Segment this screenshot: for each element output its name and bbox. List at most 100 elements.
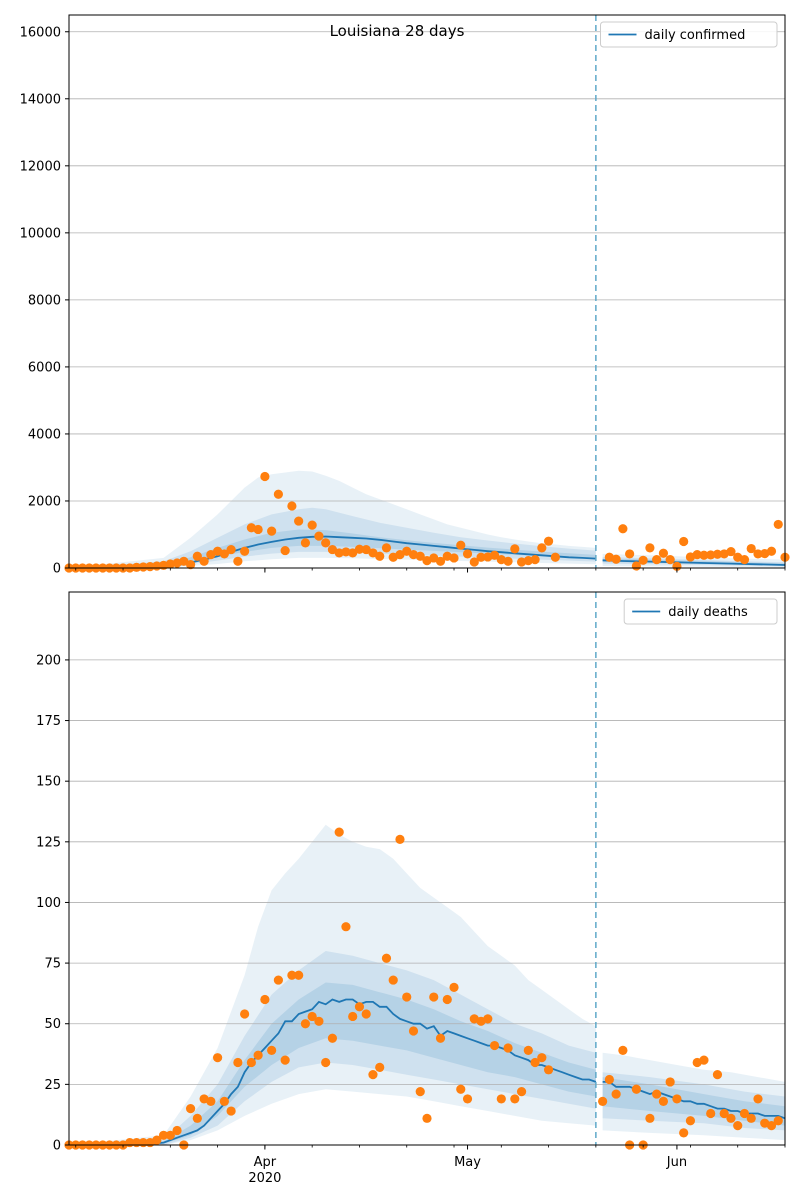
data-point — [456, 1084, 466, 1094]
data-point — [395, 834, 405, 844]
data-point — [199, 556, 209, 566]
data-point — [692, 549, 702, 560]
data-point — [206, 1096, 216, 1106]
data-point — [503, 1043, 513, 1053]
data-point — [348, 1011, 358, 1022]
data-point — [287, 501, 297, 511]
y-tick-label: 2000 — [28, 494, 61, 509]
data-point — [733, 1120, 743, 1131]
data-point — [260, 471, 270, 482]
data-point — [746, 1113, 756, 1123]
data-point — [192, 1113, 202, 1123]
data-point — [679, 536, 689, 547]
data-point — [233, 1057, 243, 1068]
data-point — [543, 536, 554, 546]
data-point — [226, 1106, 236, 1116]
y-tick-label: 200 — [36, 653, 61, 668]
data-point — [260, 994, 270, 1005]
data-point — [253, 1050, 263, 1060]
data-point — [489, 550, 500, 560]
data-point — [604, 1074, 614, 1085]
data-point — [158, 1130, 169, 1140]
data-point — [449, 553, 459, 563]
data-point — [381, 543, 392, 553]
data-point — [415, 551, 425, 561]
data-point — [625, 549, 635, 559]
data-point — [618, 524, 628, 534]
series-line-daily-confirmed — [602, 559, 785, 566]
data-point — [138, 562, 148, 572]
y-tick-label: 16000 — [20, 25, 61, 40]
data-point — [327, 1033, 338, 1043]
legend-label: daily deaths — [668, 605, 748, 620]
data-point — [652, 555, 662, 565]
data-point — [226, 544, 236, 555]
data-point — [341, 922, 351, 932]
data-point — [543, 1065, 554, 1075]
data-point — [185, 560, 196, 570]
data-point — [334, 827, 344, 837]
data-point — [510, 1094, 520, 1104]
y-tick-label: 100 — [36, 896, 61, 911]
data-point — [516, 1087, 527, 1097]
data-point — [192, 551, 202, 561]
data-point — [294, 516, 304, 526]
data-point — [712, 1070, 723, 1080]
data-point — [746, 543, 756, 554]
data-point — [645, 543, 655, 553]
data-point — [213, 1053, 223, 1063]
data-point — [307, 520, 317, 530]
data-point — [456, 540, 466, 550]
band-band-inner — [69, 982, 596, 1145]
data-point — [415, 1087, 425, 1097]
data-point — [712, 549, 723, 559]
x-tick-label: Apr — [254, 1155, 277, 1170]
data-point — [280, 1055, 290, 1065]
data-point — [287, 970, 297, 980]
data-point — [314, 531, 324, 541]
data-point — [172, 1125, 182, 1136]
y-tick-label: 8000 — [28, 293, 61, 308]
data-point — [334, 548, 344, 558]
data-point — [652, 1089, 662, 1099]
legend-box — [623, 598, 778, 625]
data-point — [408, 1026, 419, 1036]
y-tick-label: 10000 — [20, 226, 61, 241]
series-line-daily-deaths — [69, 998, 597, 1145]
y-tick-label: 125 — [36, 835, 61, 850]
data-point — [462, 1094, 473, 1104]
x-tick-label: May — [454, 1155, 481, 1170]
data-point — [185, 1104, 196, 1114]
confidence-bands — [69, 470, 785, 568]
data-point — [469, 557, 479, 567]
data-point — [672, 561, 682, 571]
data-point — [152, 1135, 162, 1145]
x-tick-label: Jun — [666, 1155, 687, 1170]
data-point — [375, 1062, 385, 1072]
chart-deaths: 0 25 50 75 100 125 150 175 200 Apr May Jun 2020 da… — [36, 591, 786, 1186]
data-point — [631, 1084, 641, 1094]
data-point — [314, 1016, 324, 1026]
data-point — [611, 1089, 621, 1099]
legend: daily deaths — [623, 598, 778, 625]
data-point — [719, 1108, 729, 1119]
y-tick-label: 150 — [36, 775, 61, 790]
y-tick-label: 0 — [53, 562, 61, 577]
data-point — [273, 489, 283, 499]
data-point — [753, 549, 763, 559]
data-point — [233, 556, 243, 566]
data-point — [348, 548, 358, 558]
data-point — [145, 562, 155, 572]
data-point — [442, 994, 452, 1005]
data-point — [462, 549, 473, 559]
y-axis-ticks: 0 25 50 75 100 125 150 175 200 — [36, 653, 69, 1154]
y-tick-label: 0 — [53, 1139, 61, 1154]
data-point — [739, 1108, 750, 1119]
data-point — [219, 549, 229, 559]
data-point — [645, 1113, 655, 1123]
data-point — [537, 543, 547, 553]
data-point — [476, 552, 486, 562]
data-point — [489, 1040, 500, 1051]
data-point — [503, 556, 513, 566]
